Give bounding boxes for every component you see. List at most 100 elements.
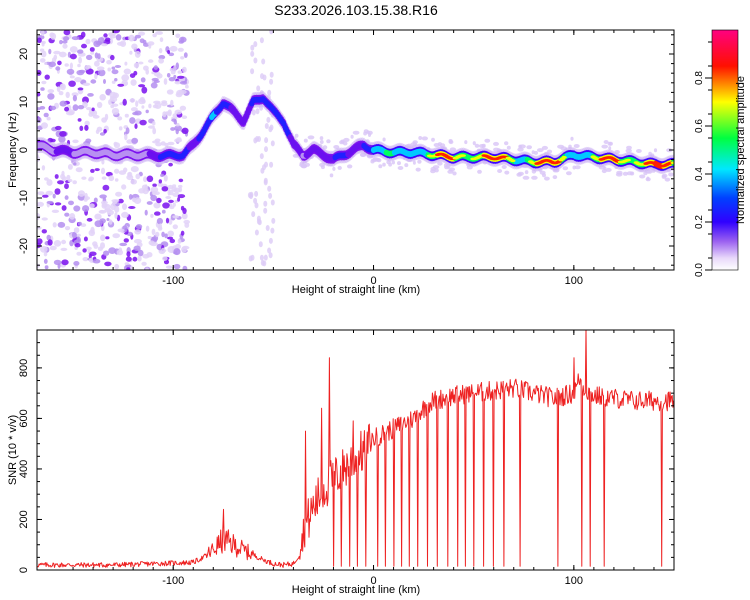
noise-blob bbox=[417, 159, 422, 164]
noise-blob bbox=[124, 113, 129, 118]
noise-blob bbox=[180, 56, 185, 60]
noise-blob bbox=[100, 242, 105, 249]
noise-blob bbox=[104, 261, 112, 267]
noise-blob bbox=[46, 179, 53, 186]
noise-blob bbox=[537, 148, 544, 153]
spectrogram-x-label: Height of straight line (km) bbox=[292, 284, 420, 296]
noise-blob bbox=[37, 191, 45, 196]
noise-blob bbox=[40, 50, 47, 58]
noise-blob bbox=[615, 172, 623, 177]
noise-blob bbox=[326, 139, 331, 144]
noise-blob bbox=[114, 212, 118, 219]
noise-blob bbox=[626, 171, 634, 176]
noise-blob bbox=[152, 127, 157, 135]
noise-blob bbox=[158, 55, 166, 60]
noise-blob bbox=[101, 43, 108, 47]
noise-blob bbox=[64, 63, 69, 67]
noise-blob bbox=[303, 138, 308, 143]
noise-blob bbox=[156, 197, 162, 204]
noise-blob bbox=[130, 79, 137, 86]
noise-blob bbox=[145, 225, 150, 232]
noise-blob bbox=[372, 157, 379, 162]
noise-blob bbox=[177, 184, 183, 188]
noise-blob bbox=[154, 138, 161, 143]
noise-blob bbox=[103, 250, 110, 256]
noise-blob bbox=[247, 192, 252, 199]
noise-blob bbox=[562, 166, 569, 171]
x-tick-label: 100 bbox=[565, 275, 583, 287]
noise-blob bbox=[111, 103, 119, 107]
noise-blob bbox=[254, 202, 259, 209]
noise-blob bbox=[363, 131, 367, 136]
noise-blob bbox=[178, 186, 183, 193]
colorbar-ticks: 0.0 0.2 0.4 0.6 0.8 bbox=[694, 41, 712, 277]
noise-blob bbox=[99, 132, 106, 136]
noise-blob bbox=[91, 107, 95, 112]
colorbar-label: Normalized spectral amplitude bbox=[735, 76, 747, 224]
noise-blob bbox=[269, 161, 274, 168]
noise-blob bbox=[121, 184, 127, 190]
noise-blob bbox=[158, 179, 162, 184]
noise-blob bbox=[55, 125, 62, 131]
noise-blob bbox=[97, 69, 106, 77]
noise-blob bbox=[108, 175, 115, 182]
noise-blob bbox=[421, 136, 428, 141]
noise-blob bbox=[67, 164, 73, 170]
noise-blob bbox=[148, 43, 152, 49]
noise-blob bbox=[170, 99, 174, 107]
noise-blob bbox=[397, 166, 404, 170]
noise-blob bbox=[169, 238, 176, 244]
noise-blob bbox=[44, 74, 50, 80]
noise-blob bbox=[533, 150, 539, 155]
noise-blob bbox=[145, 68, 149, 75]
noise-blob bbox=[137, 255, 142, 262]
noise-blob bbox=[382, 137, 386, 142]
noise-blob bbox=[41, 229, 47, 234]
noise-blob bbox=[107, 67, 111, 72]
noise-blob bbox=[183, 52, 188, 58]
noise-blob bbox=[391, 160, 395, 165]
snr-axes: -100 0 100 0 200 400 600 800 bbox=[18, 330, 675, 587]
noise-blob bbox=[65, 91, 70, 99]
noise-blob bbox=[59, 100, 67, 107]
noise-blob bbox=[169, 45, 178, 52]
noise-blob bbox=[94, 52, 99, 59]
noise-blob bbox=[163, 174, 168, 182]
y-tick-label: -10 bbox=[18, 190, 30, 206]
ridge-peak-layer bbox=[427, 152, 674, 168]
noise-blob bbox=[626, 145, 632, 150]
noise-blob bbox=[53, 50, 61, 55]
noise-blob bbox=[77, 105, 85, 110]
noise-blob bbox=[340, 139, 345, 144]
noise-blob bbox=[153, 65, 158, 70]
noise-blob bbox=[132, 256, 138, 262]
noise-blob bbox=[141, 184, 148, 190]
noise-blob bbox=[61, 170, 65, 177]
noise-blob bbox=[89, 203, 95, 209]
noise-blob bbox=[68, 200, 74, 206]
noise-blob bbox=[259, 254, 264, 261]
noise-blob bbox=[69, 62, 73, 70]
noise-blob bbox=[44, 265, 49, 270]
noise-blob bbox=[253, 57, 258, 64]
noise-blob bbox=[270, 199, 275, 206]
noise-blob bbox=[75, 167, 83, 173]
noise-blob bbox=[603, 140, 609, 144]
noise-blob bbox=[179, 105, 187, 111]
noise-blob bbox=[155, 142, 162, 147]
noise-blob bbox=[168, 162, 173, 167]
noise-blob bbox=[269, 78, 274, 85]
noise-blob bbox=[265, 225, 270, 231]
noise-blob bbox=[117, 228, 125, 233]
noise-blob bbox=[437, 161, 443, 166]
noise-blob bbox=[158, 58, 165, 64]
noise-blob bbox=[153, 80, 160, 83]
noise-blob bbox=[319, 136, 324, 141]
noise-blob bbox=[77, 63, 81, 68]
noise-blob bbox=[110, 54, 115, 61]
noise-blob bbox=[99, 218, 106, 224]
noise-blob bbox=[183, 219, 190, 225]
noise-blob bbox=[150, 194, 158, 202]
noise-blob bbox=[108, 247, 117, 255]
